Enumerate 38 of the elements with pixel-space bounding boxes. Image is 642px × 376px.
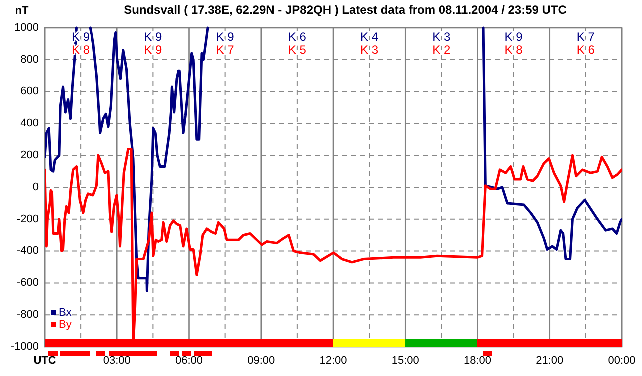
y-tick-label: 200 bbox=[20, 150, 39, 162]
x-tick-label: 21:00 bbox=[536, 355, 564, 367]
y-axis-title: nT bbox=[15, 5, 29, 17]
y-tick-label: 800 bbox=[20, 54, 39, 66]
legend-label: By bbox=[59, 318, 72, 331]
y-tick-label: 600 bbox=[20, 86, 39, 98]
annotation: K 7 bbox=[576, 30, 596, 44]
annotation: K 9 bbox=[216, 30, 235, 44]
x-tick-label: 12:00 bbox=[320, 355, 348, 367]
annotation: K 3 bbox=[360, 43, 379, 58]
x-tick-label: 03:00 bbox=[103, 355, 131, 367]
annotation: K 3 bbox=[432, 30, 452, 44]
annotation: K 4 bbox=[360, 30, 379, 44]
y-tick-label: 1000 bbox=[14, 22, 39, 34]
annotation: K 5 bbox=[288, 43, 307, 58]
x-tick-label: 09:00 bbox=[248, 355, 276, 367]
y-tick-label: -600 bbox=[16, 277, 39, 290]
x-tick-label: UTC bbox=[34, 355, 56, 367]
x-tick-label: 15:00 bbox=[392, 355, 420, 367]
annotation: K 9 bbox=[144, 30, 163, 44]
chart-title: Sundsvall ( 17.38E, 62.29N - JP82QH ) Latest data from 08.11.2004 / 23:59 UTC bbox=[124, 3, 568, 17]
x-tick-label: 00:00 bbox=[608, 355, 636, 367]
annotation: K 8 bbox=[504, 43, 524, 58]
annotation: K 2 bbox=[432, 43, 452, 58]
annotation: K 7 bbox=[216, 43, 235, 58]
annotation: K 9 bbox=[504, 30, 524, 44]
annotation: K 6 bbox=[288, 30, 307, 44]
x-tick-label: 18:00 bbox=[464, 355, 492, 367]
y-tick-label: -200 bbox=[16, 213, 39, 226]
y-tick-label: 0 bbox=[32, 181, 39, 194]
y-tick-label: -1000 bbox=[10, 340, 39, 353]
y-tick-label: 400 bbox=[20, 118, 39, 130]
legend-label: Bx bbox=[59, 306, 72, 319]
x-tick-label: 06:00 bbox=[175, 355, 204, 367]
y-tick-label: -400 bbox=[16, 245, 39, 258]
y-tick-label: -800 bbox=[16, 309, 39, 322]
annotation: K 9 bbox=[144, 43, 163, 58]
annotation: K 6 bbox=[576, 43, 596, 58]
